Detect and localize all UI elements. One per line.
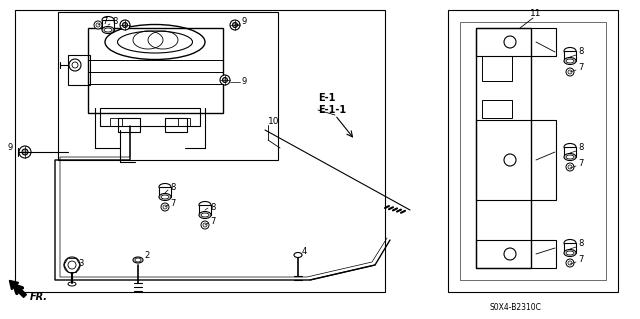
Circle shape	[566, 259, 574, 267]
Circle shape	[504, 36, 516, 48]
Bar	[102, 20, 114, 30]
Circle shape	[232, 23, 237, 27]
Ellipse shape	[564, 153, 576, 160]
Bar	[199, 205, 211, 215]
Circle shape	[22, 149, 28, 155]
Bar	[476, 240, 556, 268]
Circle shape	[19, 146, 31, 158]
Ellipse shape	[102, 26, 114, 33]
Bar	[68, 55, 90, 85]
Text: 9: 9	[242, 18, 247, 26]
FancyArrow shape	[10, 280, 26, 297]
Text: 7: 7	[210, 218, 216, 226]
Circle shape	[223, 78, 227, 83]
Text: E-1-1: E-1-1	[318, 105, 346, 115]
Circle shape	[203, 223, 207, 227]
Ellipse shape	[159, 194, 171, 201]
Ellipse shape	[564, 249, 576, 256]
Text: 8: 8	[578, 240, 584, 249]
Text: 3: 3	[78, 258, 83, 268]
Ellipse shape	[133, 257, 143, 263]
Text: 7: 7	[578, 255, 584, 263]
Ellipse shape	[159, 183, 171, 190]
Text: 4: 4	[302, 248, 307, 256]
Bar	[482, 56, 512, 81]
Bar	[110, 118, 122, 126]
Circle shape	[230, 20, 240, 30]
Bar	[88, 28, 223, 113]
Ellipse shape	[68, 282, 76, 286]
Bar	[100, 108, 200, 126]
Text: 2: 2	[144, 250, 149, 259]
Circle shape	[504, 154, 516, 166]
Bar	[448, 10, 618, 292]
Text: 11: 11	[530, 10, 541, 19]
Circle shape	[96, 23, 100, 27]
Ellipse shape	[135, 258, 141, 262]
Bar	[159, 187, 171, 197]
Bar	[482, 100, 512, 118]
Ellipse shape	[201, 213, 209, 217]
Text: 8: 8	[578, 144, 584, 152]
Circle shape	[566, 163, 574, 171]
Bar	[476, 28, 556, 56]
Circle shape	[568, 261, 572, 265]
Bar	[460, 22, 606, 280]
Circle shape	[161, 203, 169, 211]
Circle shape	[568, 165, 572, 169]
Text: 8: 8	[210, 203, 216, 211]
Circle shape	[94, 21, 102, 29]
Bar	[178, 118, 190, 126]
Circle shape	[120, 20, 130, 30]
Text: 8: 8	[112, 18, 117, 26]
Ellipse shape	[566, 251, 574, 255]
Ellipse shape	[564, 48, 576, 55]
Text: FR.: FR.	[30, 292, 48, 302]
Ellipse shape	[564, 144, 576, 151]
Text: S0X4-B2310C: S0X4-B2310C	[490, 303, 542, 313]
Ellipse shape	[566, 155, 574, 159]
Ellipse shape	[199, 211, 211, 219]
Circle shape	[504, 248, 516, 260]
Text: E-1: E-1	[318, 93, 335, 103]
Bar	[118, 118, 140, 132]
Text: 7: 7	[578, 63, 584, 72]
Circle shape	[68, 261, 76, 269]
Text: 10: 10	[268, 117, 280, 127]
Text: 7: 7	[170, 198, 175, 207]
Ellipse shape	[104, 28, 112, 32]
Ellipse shape	[294, 253, 302, 257]
Ellipse shape	[199, 202, 211, 209]
Text: 8: 8	[578, 48, 584, 56]
Circle shape	[64, 257, 80, 273]
Text: 7: 7	[102, 18, 108, 26]
Bar	[15, 10, 385, 292]
Bar	[165, 118, 187, 132]
Text: 7: 7	[578, 159, 584, 167]
Circle shape	[122, 23, 127, 27]
Ellipse shape	[564, 240, 576, 247]
Text: 9: 9	[8, 144, 13, 152]
Text: 8: 8	[170, 183, 175, 192]
Circle shape	[566, 68, 574, 76]
Bar	[564, 147, 576, 157]
Ellipse shape	[564, 57, 576, 64]
Text: 9: 9	[242, 78, 247, 86]
Ellipse shape	[566, 59, 574, 63]
Circle shape	[163, 205, 167, 209]
Ellipse shape	[102, 17, 114, 24]
Circle shape	[568, 70, 572, 74]
Bar	[564, 51, 576, 61]
Bar	[58, 12, 278, 160]
Circle shape	[201, 221, 209, 229]
Ellipse shape	[161, 195, 169, 199]
Bar	[476, 120, 556, 200]
Circle shape	[220, 75, 230, 85]
Bar	[564, 243, 576, 253]
Bar	[476, 28, 531, 268]
